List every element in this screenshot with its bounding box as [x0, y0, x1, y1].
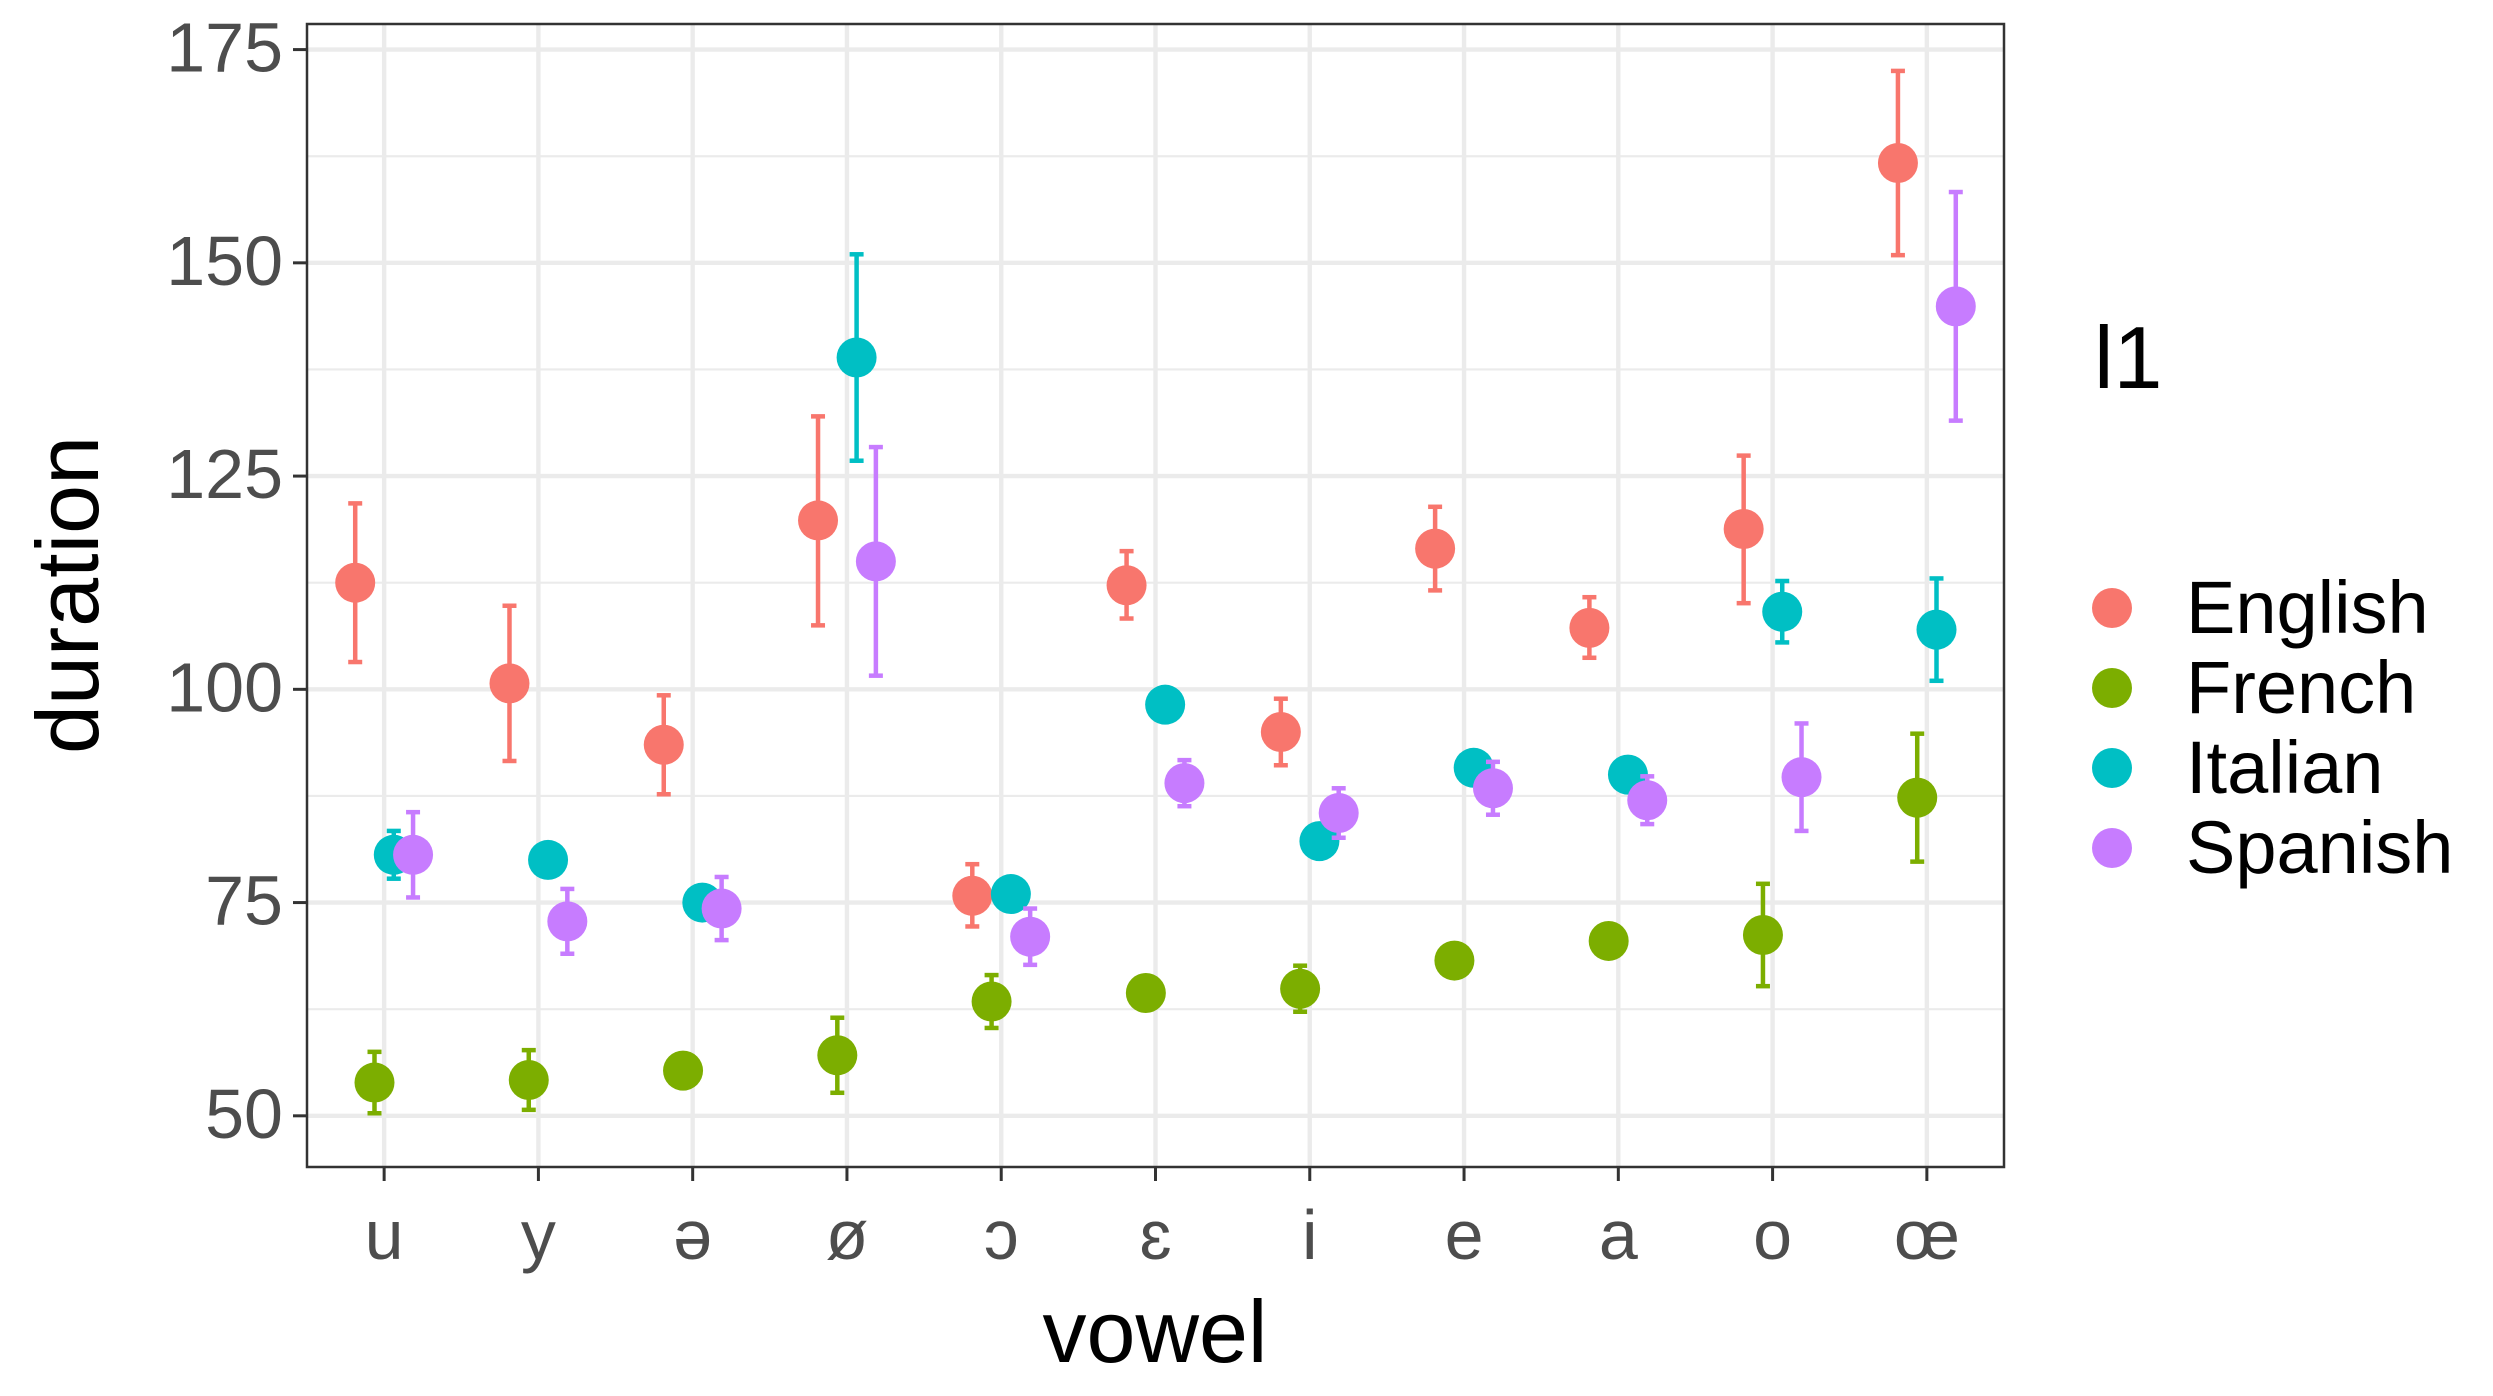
x-tick-label: œ — [1894, 1196, 1960, 1274]
x-tick-label: e — [1445, 1196, 1484, 1274]
x-tick-label: y — [521, 1196, 556, 1274]
legend-label-english: English — [2186, 566, 2429, 649]
data-point — [1106, 565, 1147, 606]
data-point — [1569, 607, 1610, 648]
data-point — [1260, 711, 1301, 752]
data-point — [1125, 972, 1166, 1013]
x-tick-label: ɛ — [1139, 1196, 1171, 1274]
data-point — [1935, 286, 1976, 327]
legend-label-french: French — [2186, 646, 2416, 729]
data-marks — [335, 68, 1976, 1116]
x-tick-label: ɔ — [984, 1196, 1019, 1274]
data-point — [1472, 768, 1513, 809]
data-point — [701, 888, 742, 929]
y-tick-label: 125 — [166, 435, 283, 513]
legend-key-french — [2092, 668, 2132, 708]
data-point — [1415, 528, 1456, 569]
series-french — [354, 731, 1938, 1116]
data-point — [1723, 508, 1764, 549]
data-point — [798, 500, 839, 541]
data-point — [1299, 821, 1340, 862]
y-tick-label: 75 — [205, 862, 283, 940]
y-axis: 50 75 100 125 150 175 — [166, 9, 307, 1153]
legend-key-italian — [2092, 748, 2132, 788]
data-point — [855, 541, 896, 582]
data-point — [1877, 143, 1918, 184]
data-point — [1742, 914, 1783, 955]
data-point — [643, 724, 684, 765]
data-point — [817, 1035, 858, 1076]
data-point — [508, 1059, 549, 1100]
data-point — [836, 337, 877, 378]
data-point — [1588, 920, 1629, 961]
data-point — [354, 1062, 395, 1103]
x-tick-label: ø — [826, 1196, 869, 1274]
legend-key-spanish — [2092, 828, 2132, 868]
legend-label-italian: Italian — [2186, 726, 2383, 809]
y-tick-label: 100 — [166, 648, 283, 726]
data-point — [971, 981, 1012, 1022]
y-axis-title: duration — [18, 436, 117, 754]
legend-label-spanish: Spanish — [2186, 806, 2453, 889]
x-tick-label: ə — [673, 1196, 712, 1274]
series-spanish — [393, 189, 1976, 968]
data-point — [1280, 968, 1321, 1009]
data-point — [393, 834, 434, 875]
data-point — [528, 839, 569, 880]
series-english — [335, 68, 1918, 929]
data-point — [1627, 780, 1668, 821]
data-point — [335, 562, 376, 603]
data-point — [1164, 763, 1205, 804]
data-point — [1318, 793, 1359, 834]
legend-title: l1 — [2094, 308, 2163, 407]
data-point — [489, 663, 530, 704]
data-point — [990, 874, 1031, 915]
x-tick-label: i — [1302, 1196, 1318, 1274]
data-point — [952, 875, 993, 916]
x-axis-title: vowel — [1043, 1282, 1268, 1381]
x-tick-label: a — [1599, 1196, 1638, 1274]
data-point — [1762, 591, 1803, 632]
data-point — [1916, 609, 1957, 650]
y-tick-label: 50 — [205, 1075, 283, 1153]
data-point — [1434, 940, 1475, 981]
legend-key-english — [2092, 588, 2132, 628]
data-point — [547, 901, 588, 942]
x-tick-label: u — [365, 1196, 404, 1274]
data-point — [1897, 777, 1938, 818]
data-point — [663, 1050, 704, 1091]
x-tick-label: o — [1753, 1196, 1792, 1274]
y-tick-label: 175 — [166, 9, 283, 87]
data-point — [1145, 684, 1186, 725]
y-tick-label: 150 — [166, 222, 283, 300]
data-point — [1010, 916, 1051, 957]
data-point — [1781, 757, 1822, 798]
